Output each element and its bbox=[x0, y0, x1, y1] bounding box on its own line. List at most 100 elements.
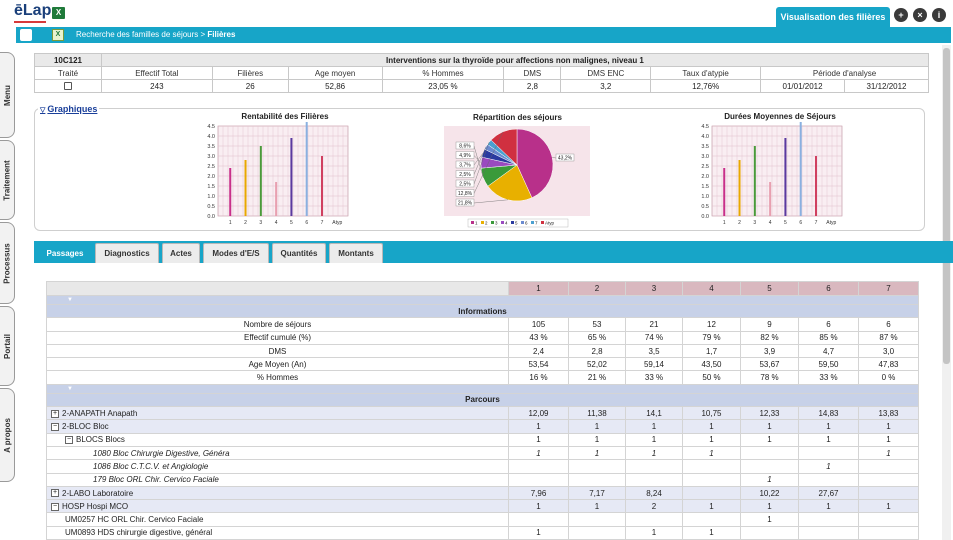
pie-legend-swatch bbox=[491, 221, 494, 224]
pie-legend-swatch bbox=[481, 221, 484, 224]
side-tab-traitement[interactable]: Traitement bbox=[0, 140, 15, 220]
column-header-1[interactable]: 1 bbox=[508, 281, 569, 296]
header-periode: Période d'analyse bbox=[760, 66, 929, 80]
parcours-cell: 12,33 bbox=[740, 406, 799, 421]
tab-quantites[interactable]: Quantités bbox=[272, 243, 326, 263]
durees-xtick-label: 3 bbox=[753, 220, 756, 226]
info-cell: 33 % bbox=[798, 370, 859, 385]
rentabilite-bar-3 bbox=[259, 146, 262, 216]
info-cell: 2,4 bbox=[508, 343, 569, 359]
tab-passages[interactable]: Passages bbox=[38, 243, 92, 263]
table-row[interactable]: − BLOCS Blocs 1 1 1 1 1 1 1 bbox=[46, 432, 919, 447]
close-icon[interactable]: × bbox=[913, 8, 927, 22]
pie-leader-line bbox=[473, 131, 504, 194]
parcours-cell: 10,75 bbox=[682, 406, 741, 421]
pie-slice-1 bbox=[516, 128, 554, 199]
chart-repartition: 43,2% 21,8% 8,6% 4,9% 3,7% 2,5% 2,5% 12,8% 1 2 3 4 5… bbox=[444, 126, 590, 228]
info-cell: 3,5 bbox=[625, 343, 683, 359]
scrollbar-thumb[interactable] bbox=[943, 48, 950, 364]
tab-modes-es[interactable]: Modes d'E/S bbox=[203, 243, 269, 263]
excel-icon[interactable]: X bbox=[52, 29, 64, 41]
tab-montants[interactable]: Montants bbox=[329, 243, 383, 263]
column-header-4[interactable]: 4 bbox=[682, 281, 741, 296]
durees-ytick-label: 2.5 bbox=[701, 164, 709, 170]
graphiques-toggle[interactable]: ▽ Graphiques bbox=[38, 104, 100, 114]
table-row[interactable]: − HOSP Hospi MCO 1 1 2 1 1 1 1 bbox=[46, 499, 919, 514]
side-tab-processus[interactable]: Processus bbox=[0, 222, 15, 304]
parcours-section-header: Parcours bbox=[46, 392, 919, 408]
side-tab-a-propos[interactable]: A propos bbox=[0, 388, 15, 482]
pie-label-box bbox=[455, 170, 475, 178]
durees-bar-1 bbox=[723, 168, 726, 216]
chart-rentabilite-title: Rentabilité des Filières bbox=[241, 112, 329, 121]
rentabilite-ytick-label: 4.0 bbox=[207, 134, 215, 140]
breadcrumb-bar: X Recherche des familles de séjours > Fi… bbox=[16, 27, 951, 43]
excel-export-icon[interactable]: X bbox=[52, 7, 65, 19]
value-periode-fin: 31/12/2012 bbox=[844, 79, 929, 93]
rentabilite-ytick-label: 0.0 bbox=[207, 214, 215, 220]
tab-actes[interactable]: Actes bbox=[162, 243, 200, 263]
add-icon[interactable]: + bbox=[894, 8, 908, 22]
parcours-cell: 1 bbox=[508, 432, 569, 447]
tab-visualisation-filieres[interactable]: Visualisation des filières bbox=[776, 7, 890, 27]
parcours-cell bbox=[858, 459, 919, 474]
table-row[interactable]: +2-LABO Laboratoire 7,96 7,17 8,24 10,22 27,6… bbox=[46, 485, 919, 501]
table-row[interactable]: UM0893 HDS chirurgie digestive, général 1… bbox=[46, 525, 919, 540]
expand-icon[interactable]: + bbox=[51, 489, 59, 498]
rentabilite-bar-1 bbox=[229, 168, 232, 216]
breadcrumb-path[interactable]: Recherche des familles de séjours > bbox=[76, 30, 208, 39]
collapse-icon[interactable]: − bbox=[51, 502, 59, 511]
parcours-triangle-icon[interactable]: ▼ bbox=[46, 383, 919, 394]
side-tab-portail[interactable]: Portail bbox=[0, 306, 15, 386]
parcours-cell: 1 bbox=[858, 432, 919, 447]
traite-checkbox[interactable] bbox=[63, 82, 72, 91]
tab-diagnostics[interactable]: Diagnostics bbox=[95, 243, 159, 263]
parcours-row-label: +2-ANAPATH Anapath bbox=[46, 406, 509, 421]
parcours-cell bbox=[858, 472, 919, 487]
parcours-cell bbox=[858, 512, 919, 527]
column-header-5[interactable]: 5 bbox=[740, 281, 799, 296]
info-cell: 2,8 bbox=[568, 343, 626, 359]
table-row[interactable]: 179 Bloc ORL Chir. Cervico Faciale 1 bbox=[46, 472, 919, 487]
durees-ytick-label: 0.0 bbox=[701, 214, 709, 220]
collapse-icon[interactable]: − bbox=[65, 436, 73, 445]
table-row[interactable]: 1086 Bloc C.T.C.V. et Angiologie 1 bbox=[46, 459, 919, 474]
table-row[interactable]: 1080 Bloc Chirurgie Digestive, Généra 1 1 1… bbox=[46, 445, 919, 461]
parcours-cell: 14,83 bbox=[798, 406, 859, 421]
pie-data-label: 43,2% bbox=[558, 156, 573, 162]
parcours-cell: 1 bbox=[625, 525, 683, 540]
collapse-triangle-icon[interactable]: ▽ bbox=[40, 107, 46, 114]
parcours-cell: 1 bbox=[682, 499, 741, 514]
informations-triangle-icon[interactable]: ▼ bbox=[46, 295, 919, 305]
rentabilite-ytick-label: 3.0 bbox=[207, 154, 215, 160]
table-row[interactable]: UM0257 HC ORL Chir. Cervico Faciale 1 bbox=[46, 512, 919, 527]
pie-legend-entry: 5 bbox=[515, 221, 518, 226]
durees-bar-4 bbox=[769, 182, 772, 216]
column-header-7[interactable]: 7 bbox=[858, 281, 919, 296]
info-cell: 74 % bbox=[625, 330, 683, 345]
info-row-label: % Hommes bbox=[46, 370, 509, 385]
column-header-6[interactable]: 6 bbox=[798, 281, 859, 296]
expand-icon[interactable]: + bbox=[51, 409, 59, 418]
parcours-collapse-row[interactable]: ▼ bbox=[46, 383, 919, 394]
info-icon[interactable]: i bbox=[932, 8, 946, 22]
parcours-cell: 1 bbox=[798, 499, 859, 514]
chart-repartition-title: Répartition des séjours bbox=[473, 113, 562, 122]
column-header-3[interactable]: 3 bbox=[625, 281, 683, 296]
side-tab-menu[interactable]: Menu bbox=[0, 52, 15, 138]
rentabilite-ytick-label: 2.5 bbox=[207, 164, 215, 170]
table-row[interactable]: −2-BLOC Bloc 1 1 1 1 1 1 1 bbox=[46, 419, 919, 434]
parcours-cell bbox=[568, 512, 626, 527]
collapse-icon[interactable]: − bbox=[51, 422, 59, 431]
window-icon[interactable] bbox=[20, 29, 32, 41]
parcours-cell: 14,1 bbox=[625, 406, 683, 421]
durees-ytick-label: 4.0 bbox=[701, 134, 709, 140]
traite-cell bbox=[34, 79, 102, 93]
info-row-label: DMS bbox=[46, 343, 509, 359]
informations-collapse-row[interactable]: ▼ bbox=[46, 295, 919, 305]
parcours-cell bbox=[508, 512, 569, 527]
column-header-2[interactable]: 2 bbox=[568, 281, 626, 296]
table-row[interactable]: +2-ANAPATH Anapath 12,09 11,38 14,1 10,75 12,… bbox=[46, 406, 919, 421]
pie-legend-swatch bbox=[471, 221, 474, 224]
parcours-row-label: UM0893 HDS chirurgie digestive, général bbox=[46, 525, 509, 540]
